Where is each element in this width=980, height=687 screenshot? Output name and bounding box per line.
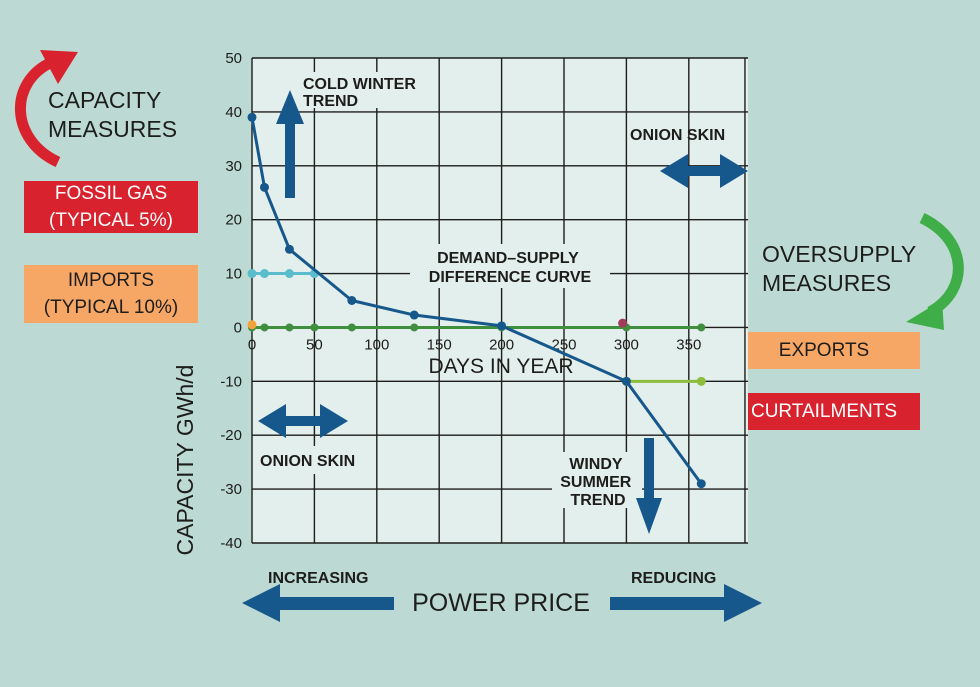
zero-line-point (260, 323, 269, 332)
power-price-label: POWER PRICE (412, 589, 590, 617)
marker-point (618, 318, 628, 328)
y-tick-label: 30 (225, 158, 242, 175)
increasing-price-arrow-icon (242, 584, 394, 622)
demand-supply-curve-point (284, 244, 294, 254)
demand-supply-curve-point (247, 112, 257, 122)
zero-line-point (310, 323, 319, 332)
oversupply-arrowhead-icon (906, 300, 944, 330)
marker-point (247, 320, 257, 330)
demand-supply-curve-point (259, 182, 269, 192)
curtailments-box: CURTAILMENTS (728, 393, 920, 430)
imports-line-point (259, 269, 269, 279)
y-tick-label: -30 (220, 481, 242, 498)
y-tick-label: -20 (220, 427, 242, 444)
demand-supply-curve (250, 117, 703, 485)
reducing-label: REDUCING (631, 570, 716, 587)
x-tick-label: 50 (306, 336, 323, 353)
demand-supply-curve-point (409, 310, 419, 320)
capacity-measures-title: CAPACITY MEASURES (48, 87, 178, 142)
y-tick-label: 10 (225, 266, 242, 283)
y-tick-label: 0 (234, 319, 242, 336)
cold-winter-up-arrow-icon (276, 90, 304, 198)
cold-winter-trend-label: COLD WINTER TREND (303, 76, 420, 110)
imports-line-point (247, 269, 257, 279)
x-tick-label: 150 (427, 336, 452, 353)
exports-box: EXPORTS (728, 332, 920, 369)
demand-supply-curve-point (347, 296, 357, 305)
y-tick-label: 20 (225, 212, 242, 229)
x-tick-label: 100 (364, 336, 389, 353)
capacity-arrowhead-icon (40, 50, 78, 84)
y-tick-label: 50 (225, 50, 242, 67)
zero-line-point (697, 323, 706, 332)
onion-skin-bottom-arrow-icon (258, 404, 348, 438)
demand-supply-curve-point (621, 376, 631, 386)
onion-skin-top-arrow-icon (660, 154, 748, 188)
windy-summer-trend-label: WINDY SUMMER TREND (560, 456, 636, 509)
reducing-price-arrow-icon (610, 584, 762, 622)
x-tick-labels: 0 50 100 150 200 250 300 350 (248, 336, 701, 353)
demand-supply-curve-point (696, 479, 706, 489)
curve-label-bg (410, 244, 610, 288)
y-tick-label: -40 (220, 535, 242, 552)
imports-box: IMPORTS (TYPICAL 10%) (24, 265, 198, 323)
windy-summer-label-bg (552, 452, 642, 508)
onion-skin-bottom-bg (256, 446, 372, 474)
series-layer (247, 112, 706, 489)
y-axis-label: CAPACITY GWh/d (172, 365, 198, 556)
fossil-gas-box: FOSSIL GAS (TYPICAL 5%) (24, 181, 198, 233)
onion-skin-bottom-label: ONION SKIN (260, 453, 355, 470)
windy-summer-down-arrow-icon (636, 438, 662, 534)
curtailment-line-point (696, 376, 706, 386)
x-tick-label: 200 (489, 336, 514, 353)
x-tick-label: 350 (676, 336, 701, 353)
x-axis-label: DAYS IN YEAR (428, 355, 573, 378)
y-tick-labels: 50 40 30 20 10 0 -10 -20 -30 -40 (220, 50, 242, 552)
increasing-label: INCREASING (268, 570, 368, 587)
zero-line-point (410, 323, 419, 332)
imports-line-point (284, 269, 294, 279)
curve-label: DEMAND–SUPPLY DIFFERENCE CURVE (429, 250, 592, 286)
x-tick-label: 0 (248, 336, 256, 353)
y-tick-label: -10 (220, 373, 242, 390)
y-tick-label: 40 (225, 104, 242, 121)
zero-line-point (347, 323, 356, 332)
demand-supply-curve-point (497, 321, 507, 331)
zero-line-point (285, 323, 294, 332)
capacity-curved-arrow-icon (14, 56, 61, 167)
oversupply-measures-title: OVERSUPPLY MEASURES (762, 241, 917, 296)
x-tick-label: 300 (614, 336, 639, 353)
cold-winter-label-bg (300, 72, 434, 108)
onion-skin-top-label: ONION SKIN (630, 127, 725, 144)
